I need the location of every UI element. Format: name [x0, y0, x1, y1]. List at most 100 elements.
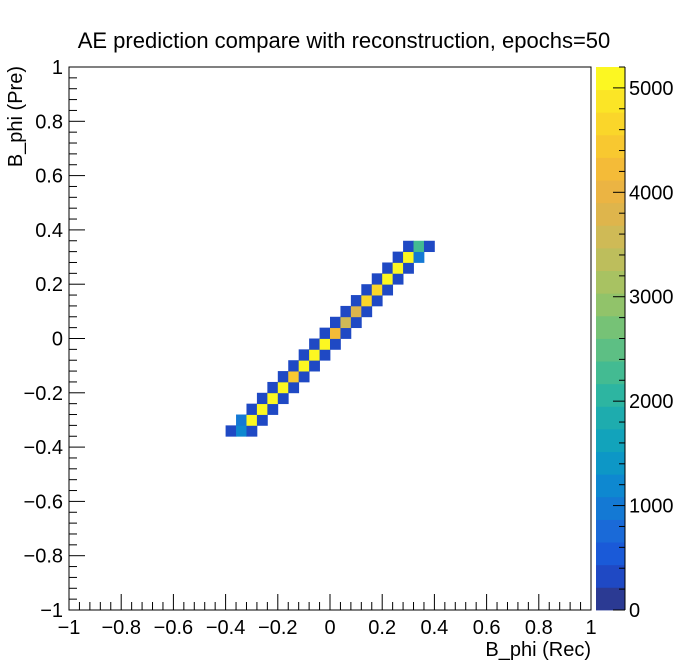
y-tick-label: −0.8: [24, 546, 63, 568]
histogram-cell: [319, 327, 331, 339]
histogram-cell: [288, 381, 300, 394]
color-scale-tick-label: 3000: [629, 287, 674, 309]
x-tick-label: −0.8: [101, 617, 140, 639]
histogram-cell: [236, 425, 247, 437]
y-tick-label: 0.6: [35, 166, 63, 188]
histogram-cell: [246, 414, 258, 426]
histogram-cell: [350, 305, 362, 318]
histogram-cell: [309, 338, 320, 350]
x-tick-label: −0.4: [206, 617, 245, 639]
color-scale-segment: [596, 225, 625, 249]
histogram-cell: [361, 295, 373, 307]
color-scale-segment: [596, 293, 625, 317]
histogram-cell: [382, 273, 394, 285]
histogram-cell: [340, 327, 352, 339]
histogram-cell: [225, 425, 237, 437]
histogram-cell: [403, 240, 414, 253]
y-axis-tick-labels: −1 −0.8 −0.6 −0.4 −0.2 0 0.2 0.4 0.6 0.8 1: [24, 57, 63, 622]
histogram-cell: [330, 338, 341, 350]
x-tick-label: −1: [58, 617, 81, 639]
histogram-cell: [350, 295, 362, 307]
color-scale-segment: [596, 338, 625, 362]
y-tick-label: −0.2: [24, 383, 63, 405]
color-scale-segment: [596, 89, 625, 113]
histogram-cell: [246, 403, 258, 415]
histogram-cell: [403, 262, 414, 274]
color-scale-segment: [596, 451, 625, 475]
histogram-cell: [256, 414, 268, 426]
color-scale-segment: [596, 112, 625, 136]
color-scale-segment: [596, 406, 625, 430]
histogram-cell: [298, 349, 310, 361]
color-scale-segment: [596, 361, 625, 385]
histogram-cell: [330, 316, 341, 329]
histogram-cell: [382, 262, 394, 274]
y-tick-label: 0.8: [35, 111, 63, 133]
axis-ticks: [68, 66, 592, 611]
histogram-cell: [288, 360, 300, 372]
histogram-cells: [225, 240, 435, 437]
x-tick-label: 0.2: [368, 617, 396, 639]
histogram-cell: [236, 414, 247, 426]
color-scale-tick-labels: 0 1000 2000 3000 4000 5000: [629, 78, 674, 622]
x-tick-label: 0: [324, 617, 335, 639]
chart-title: AE prediction compare with reconstructio…: [78, 28, 611, 53]
histogram-cell: [413, 251, 425, 263]
histogram-cell: [413, 240, 425, 253]
histogram-cell: [298, 371, 310, 383]
color-scale-tick-label: 4000: [629, 182, 674, 204]
histogram-cell: [277, 392, 289, 405]
color-scale-segment: [596, 519, 625, 543]
x-tick-label: 0.4: [420, 617, 448, 639]
color-scale-segment: [596, 564, 625, 588]
x-axis-tick-labels: −1 −0.8 −0.6 −0.4 −0.2 0 0.2 0.4 0.6 0.8 1: [58, 617, 597, 639]
histogram-cell: [267, 381, 279, 394]
histogram-cell: [392, 262, 404, 274]
y-axis-label: B_phi (Pre): [5, 66, 27, 167]
histogram-cell: [361, 305, 373, 318]
color-scale-segment: [596, 157, 625, 181]
histogram-cell: [246, 425, 258, 437]
histogram-cell: [256, 392, 268, 405]
histogram-cell: [382, 284, 394, 296]
y-tick-label: 0.2: [35, 274, 63, 296]
color-scale-segment: [596, 202, 625, 226]
color-scale-segment: [596, 542, 625, 566]
color-scale-segment: [596, 270, 625, 294]
histogram-cell: [288, 371, 300, 383]
histogram-cell: [361, 284, 373, 296]
color-scale-segment: [596, 429, 625, 453]
x-tick-label: 0.6: [473, 617, 501, 639]
histogram-cell: [340, 316, 352, 329]
color-scale-tick-label: 2000: [629, 391, 674, 413]
histogram-cell: [371, 273, 383, 285]
x-tick-label: −0.2: [258, 617, 297, 639]
color-scale-segment: [596, 134, 625, 158]
color-scale-segment: [596, 67, 625, 91]
color-scale-segment: [596, 248, 625, 272]
x-tick-label: 1: [585, 617, 596, 639]
color-scale-ticks: [613, 66, 626, 611]
color-scale-segment: [596, 315, 625, 339]
histogram-cell: [371, 295, 383, 307]
histogram-cell: [319, 338, 331, 350]
histogram-cell: [256, 403, 268, 415]
histogram-cell: [267, 392, 279, 405]
color-scale-bar: [596, 67, 625, 611]
histogram-cell: [309, 349, 320, 361]
color-scale-tick-label: 5000: [629, 78, 674, 100]
histogram-cell: [392, 251, 404, 263]
histogram-cell: [371, 284, 383, 296]
color-scale-tick-label: 1000: [629, 496, 674, 518]
y-tick-label: −1: [40, 600, 63, 622]
histogram-cell: [277, 371, 289, 383]
histogram-cell: [392, 273, 404, 285]
histogram-cell: [298, 360, 310, 372]
histogram-cell: [309, 360, 320, 372]
color-scale-segment: [596, 383, 625, 407]
histogram-cell: [267, 403, 279, 415]
histogram-cell: [423, 240, 435, 253]
color-scale-segment: [596, 474, 625, 498]
x-axis-label: B_phi (Rec): [485, 639, 591, 661]
